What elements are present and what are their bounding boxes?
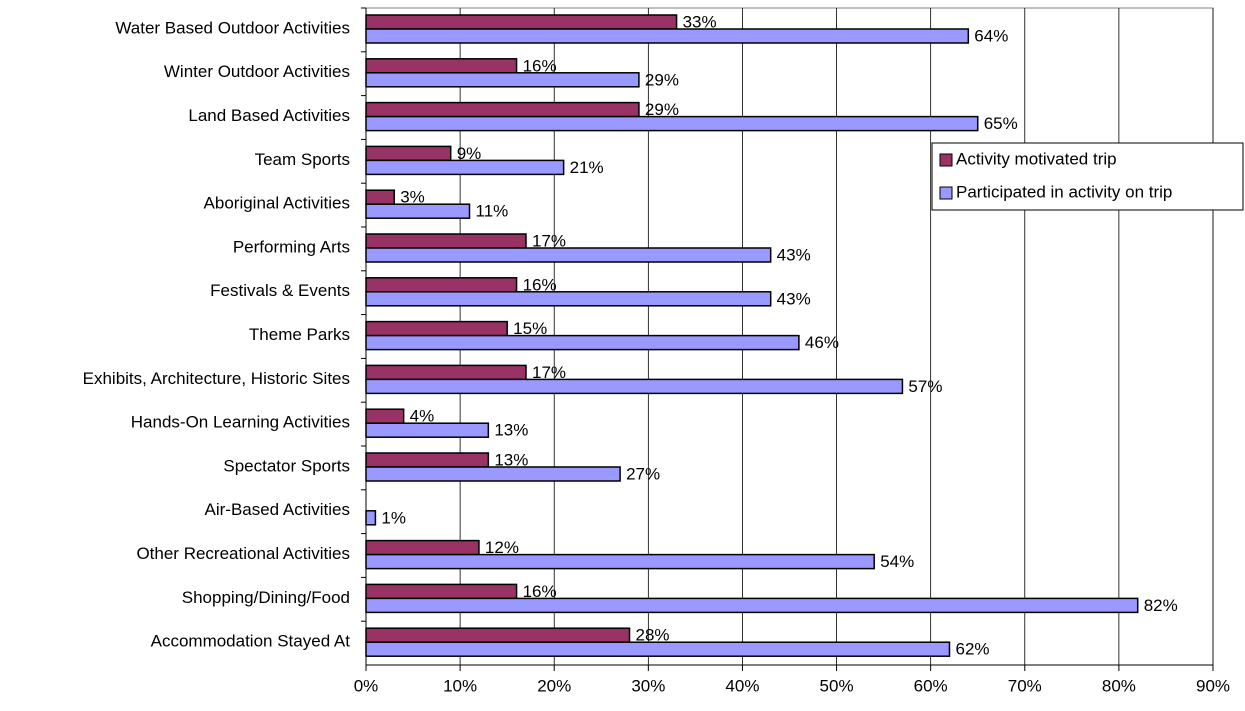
x-tick-label: 60% xyxy=(914,676,948,695)
value-label: 27% xyxy=(626,464,660,483)
value-label: 4% xyxy=(410,407,435,426)
bar xyxy=(365,539,480,556)
x-tick-label: 90% xyxy=(1196,676,1230,695)
bar xyxy=(365,466,621,482)
x-tick-label: 0% xyxy=(354,676,379,695)
value-label: 82% xyxy=(1144,596,1178,615)
legend-swatch xyxy=(939,186,953,200)
y-tick-label: Hands-On Learning Activities xyxy=(131,413,350,432)
bar xyxy=(365,597,1139,614)
bar xyxy=(365,189,395,205)
y-tick-label: Team Sports xyxy=(255,150,350,169)
value-label: 1% xyxy=(381,508,406,527)
value-label: 46% xyxy=(805,333,839,352)
bar xyxy=(365,101,640,118)
y-tick-label: Shopping/Dining/Food xyxy=(182,588,350,607)
y-tick-label: Air-Based Activities xyxy=(205,500,351,519)
y-tick-label: Aboriginal Activities xyxy=(204,194,350,213)
y-tick-label: Land Based Activities xyxy=(188,106,350,125)
value-label: 16% xyxy=(523,275,557,294)
bar xyxy=(365,203,471,219)
bar xyxy=(365,28,970,44)
x-tick-label: 30% xyxy=(631,676,665,695)
bar xyxy=(365,452,490,468)
value-label: 13% xyxy=(494,450,528,469)
value-label: 29% xyxy=(645,70,679,89)
bar xyxy=(365,291,772,307)
bar xyxy=(365,583,518,600)
bar xyxy=(365,627,631,643)
x-tick-label: 80% xyxy=(1102,676,1136,695)
bar xyxy=(365,378,904,395)
value-label: 64% xyxy=(974,26,1008,45)
value-label: 33% xyxy=(683,12,717,31)
x-tick-label: 10% xyxy=(443,676,477,695)
value-label: 21% xyxy=(570,158,604,177)
bar xyxy=(365,510,377,526)
value-label: 16% xyxy=(523,582,557,601)
bar xyxy=(365,233,527,249)
bar xyxy=(365,364,527,381)
y-tick-label: Theme Parks xyxy=(249,325,350,344)
bar xyxy=(365,14,678,30)
bar xyxy=(365,334,800,351)
y-tick-label: Other Recreational Activities xyxy=(136,544,350,563)
value-label: 9% xyxy=(457,144,482,163)
bar xyxy=(365,145,452,162)
bar xyxy=(365,553,875,570)
value-label: 12% xyxy=(485,538,519,557)
bar xyxy=(365,58,518,74)
y-tick-label: Performing Arts xyxy=(233,237,350,256)
value-label: 3% xyxy=(400,188,425,207)
bar xyxy=(365,320,508,337)
bar xyxy=(365,408,405,424)
y-tick-label: Exhibits, Architecture, Historic Sites xyxy=(83,369,350,388)
value-label: 11% xyxy=(476,202,509,221)
x-tick-label: 20% xyxy=(537,676,571,695)
bar xyxy=(365,247,772,263)
bar xyxy=(365,72,640,88)
y-tick-label: Water Based Outdoor Activities xyxy=(115,18,350,37)
value-label: 43% xyxy=(777,289,811,308)
bar xyxy=(365,422,490,438)
bar xyxy=(365,115,979,132)
bar xyxy=(365,641,951,657)
value-label: 57% xyxy=(908,377,942,396)
value-label: 54% xyxy=(880,552,914,571)
y-tick-label: Accommodation Stayed At xyxy=(151,632,351,651)
y-tick-label: Winter Outdoor Activities xyxy=(164,62,350,81)
value-label: 28% xyxy=(636,626,670,645)
value-label: 16% xyxy=(523,56,557,75)
y-tick-label: Festivals & Events xyxy=(210,281,350,300)
x-tick-label: 70% xyxy=(1008,676,1042,695)
bar xyxy=(365,159,565,176)
legend-swatch xyxy=(939,153,953,167)
value-label: 13% xyxy=(494,421,528,440)
legend-label: Participated in activity on trip xyxy=(956,182,1172,201)
value-label: 15% xyxy=(513,319,547,338)
bar xyxy=(365,277,518,293)
value-label: 65% xyxy=(984,114,1018,133)
y-tick-label: Spectator Sports xyxy=(223,456,350,475)
value-label: 43% xyxy=(777,245,811,264)
value-label: 17% xyxy=(532,363,566,382)
x-tick-label: 50% xyxy=(820,676,854,695)
x-tick-label: 40% xyxy=(725,676,759,695)
value-label: 29% xyxy=(645,100,679,119)
value-label: 62% xyxy=(955,640,989,659)
legend-box xyxy=(931,142,1244,211)
legend-label: Activity motivated trip xyxy=(956,149,1117,168)
value-label: 17% xyxy=(532,231,566,250)
